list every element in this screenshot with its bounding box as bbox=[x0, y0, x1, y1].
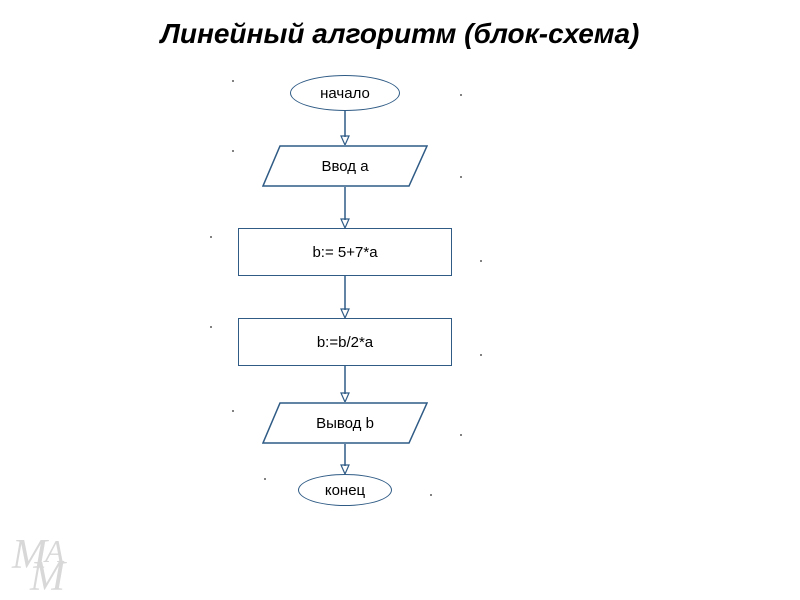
flowchart-container: начало Ввод а b:= 5+7*a b:=b/2*a Вывод b коне… bbox=[0, 60, 800, 580]
flow-arrow bbox=[338, 111, 352, 145]
node-label: Вывод b bbox=[262, 402, 428, 444]
grid-dot bbox=[460, 434, 462, 436]
flowchart-node-proc1: b:= 5+7*a bbox=[238, 228, 452, 276]
flow-arrow bbox=[338, 187, 352, 228]
node-label: Ввод а bbox=[262, 145, 428, 187]
grid-dot bbox=[480, 260, 482, 262]
grid-dot bbox=[430, 494, 432, 496]
grid-dot bbox=[460, 176, 462, 178]
flowchart-node-output: Вывод b bbox=[262, 402, 428, 444]
watermark-logo: MA M bbox=[12, 541, 63, 592]
page-title: Линейный алгоритм (блок-схема) bbox=[0, 0, 800, 50]
flow-arrow bbox=[338, 276, 352, 318]
grid-dot bbox=[232, 410, 234, 412]
grid-dot bbox=[480, 354, 482, 356]
flowchart-node-end: конец bbox=[298, 474, 392, 506]
grid-dot bbox=[232, 150, 234, 152]
grid-dot bbox=[210, 326, 212, 328]
grid-dot bbox=[232, 80, 234, 82]
grid-dot bbox=[460, 94, 462, 96]
grid-dot bbox=[210, 236, 212, 238]
flowchart-node-input: Ввод а bbox=[262, 145, 428, 187]
flowchart-node-proc2: b:=b/2*a bbox=[238, 318, 452, 366]
flow-arrow bbox=[338, 366, 352, 402]
flowchart-node-start: начало bbox=[290, 75, 400, 111]
flow-arrow bbox=[338, 444, 352, 474]
grid-dot bbox=[264, 478, 266, 480]
